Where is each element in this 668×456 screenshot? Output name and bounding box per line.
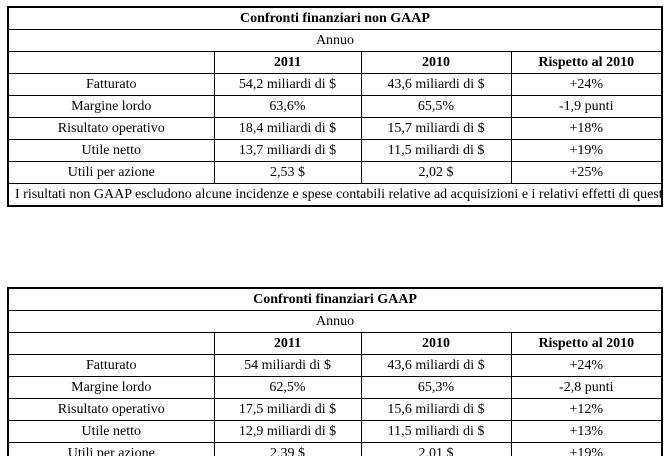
value-2010: 65,5% bbox=[360, 95, 512, 118]
gaap-comparison-table: Confronti finanziari GAAP Annuo 2011 201… bbox=[7, 287, 664, 456]
row-label: Risultato operativo bbox=[7, 398, 215, 421]
column-header-row: 2011 2010 Rispetto al 2010 bbox=[7, 51, 663, 74]
value-vs-2010: +25% bbox=[510, 161, 663, 184]
column-header-empty bbox=[7, 332, 215, 355]
value-vs-2010: +18% bbox=[510, 117, 663, 140]
value-vs-2010: -2,8 punti bbox=[510, 376, 663, 399]
table-title-row: Confronti finanziari GAAP bbox=[7, 287, 663, 311]
row-label: Fatturato bbox=[7, 73, 215, 96]
column-header-vs-2010: Rispetto al 2010 bbox=[510, 332, 663, 355]
table-row: Utile netto 13,7 miliardi di $ 11,5 mili… bbox=[7, 139, 663, 162]
column-header-empty bbox=[7, 51, 215, 74]
value-2011: 18,4 miliardi di $ bbox=[213, 117, 362, 140]
table-subtitle-row: Annuo bbox=[7, 29, 663, 52]
table-footnote-row: I risultati non GAAP escludono alcune in… bbox=[7, 183, 663, 207]
value-2011: 54,2 miliardi di $ bbox=[213, 73, 362, 96]
table-row: Margine lordo 62,5% 65,3% -2,8 punti bbox=[7, 376, 663, 399]
row-label: Utili per azione bbox=[7, 161, 215, 184]
table-footnote: I risultati non GAAP escludono alcune in… bbox=[7, 183, 663, 207]
table-title: Confronti finanziari non GAAP bbox=[7, 6, 663, 30]
table-row: Utile netto 12,9 miliardi di $ 11,5 mili… bbox=[7, 420, 663, 443]
value-2010: 43,6 miliardi di $ bbox=[360, 73, 512, 96]
value-vs-2010: +19% bbox=[510, 442, 663, 456]
table-title: Confronti finanziari GAAP bbox=[7, 287, 663, 311]
value-2011: 2,53 $ bbox=[213, 161, 362, 184]
value-2010: 11,5 miliardi di $ bbox=[360, 420, 512, 443]
value-2010: 2,02 $ bbox=[360, 161, 512, 184]
value-2010: 11,5 miliardi di $ bbox=[360, 139, 512, 162]
column-header-vs-2010: Rispetto al 2010 bbox=[510, 51, 663, 74]
column-header-row: 2011 2010 Rispetto al 2010 bbox=[7, 332, 663, 355]
value-2011: 62,5% bbox=[213, 376, 362, 399]
row-label: Utile netto bbox=[7, 139, 215, 162]
row-label: Margine lordo bbox=[7, 95, 215, 118]
value-2010: 15,6 miliardi di $ bbox=[360, 398, 512, 421]
value-2011: 54 miliardi di $ bbox=[213, 354, 362, 377]
row-label: Fatturato bbox=[7, 354, 215, 377]
value-vs-2010: +13% bbox=[510, 420, 663, 443]
value-2010: 43,6 miliardi di $ bbox=[360, 354, 512, 377]
table-row: Risultato operativo 18,4 miliardi di $ 1… bbox=[7, 117, 663, 140]
table-subtitle-row: Annuo bbox=[7, 310, 663, 333]
table-row: Fatturato 54 miliardi di $ 43,6 miliardi… bbox=[7, 354, 663, 377]
value-2011: 63,6% bbox=[213, 95, 362, 118]
row-label: Utile netto bbox=[7, 420, 215, 443]
value-vs-2010: +12% bbox=[510, 398, 663, 421]
value-2010: 65,3% bbox=[360, 376, 512, 399]
value-2010: 15,7 miliardi di $ bbox=[360, 117, 512, 140]
value-2011: 12,9 miliardi di $ bbox=[213, 420, 362, 443]
non-gaap-comparison-table: Confronti finanziari non GAAP Annuo 2011… bbox=[7, 6, 663, 207]
value-vs-2010: +24% bbox=[510, 73, 663, 96]
table-row: Fatturato 54,2 miliardi di $ 43,6 miliar… bbox=[7, 73, 663, 96]
row-label: Margine lordo bbox=[7, 376, 215, 399]
table-row: Utili per azione 2,53 $ 2,02 $ +25% bbox=[7, 161, 663, 184]
table-row: Utili per azione 2,39 $ 2,01 $ +19% bbox=[7, 442, 663, 456]
table-title-row: Confronti finanziari non GAAP bbox=[7, 6, 663, 30]
column-header-2011: 2011 bbox=[213, 332, 362, 355]
value-vs-2010: +24% bbox=[510, 354, 663, 377]
column-header-2010: 2010 bbox=[360, 332, 512, 355]
value-2011: 13,7 miliardi di $ bbox=[213, 139, 362, 162]
table-row: Risultato operativo 17,5 miliardi di $ 1… bbox=[7, 398, 663, 421]
column-header-2010: 2010 bbox=[360, 51, 512, 74]
table-row: Margine lordo 63,6% 65,5% -1,9 punti bbox=[7, 95, 663, 118]
row-label: Risultato operativo bbox=[7, 117, 215, 140]
table-subtitle: Annuo bbox=[7, 310, 663, 333]
value-2011: 2,39 $ bbox=[213, 442, 362, 456]
value-2011: 17,5 miliardi di $ bbox=[213, 398, 362, 421]
column-header-2011: 2011 bbox=[213, 51, 362, 74]
value-vs-2010: +19% bbox=[510, 139, 663, 162]
table-subtitle: Annuo bbox=[7, 29, 663, 52]
value-2010: 2,01 $ bbox=[360, 442, 512, 456]
row-label: Utili per azione bbox=[7, 442, 215, 456]
value-vs-2010: -1,9 punti bbox=[510, 95, 663, 118]
